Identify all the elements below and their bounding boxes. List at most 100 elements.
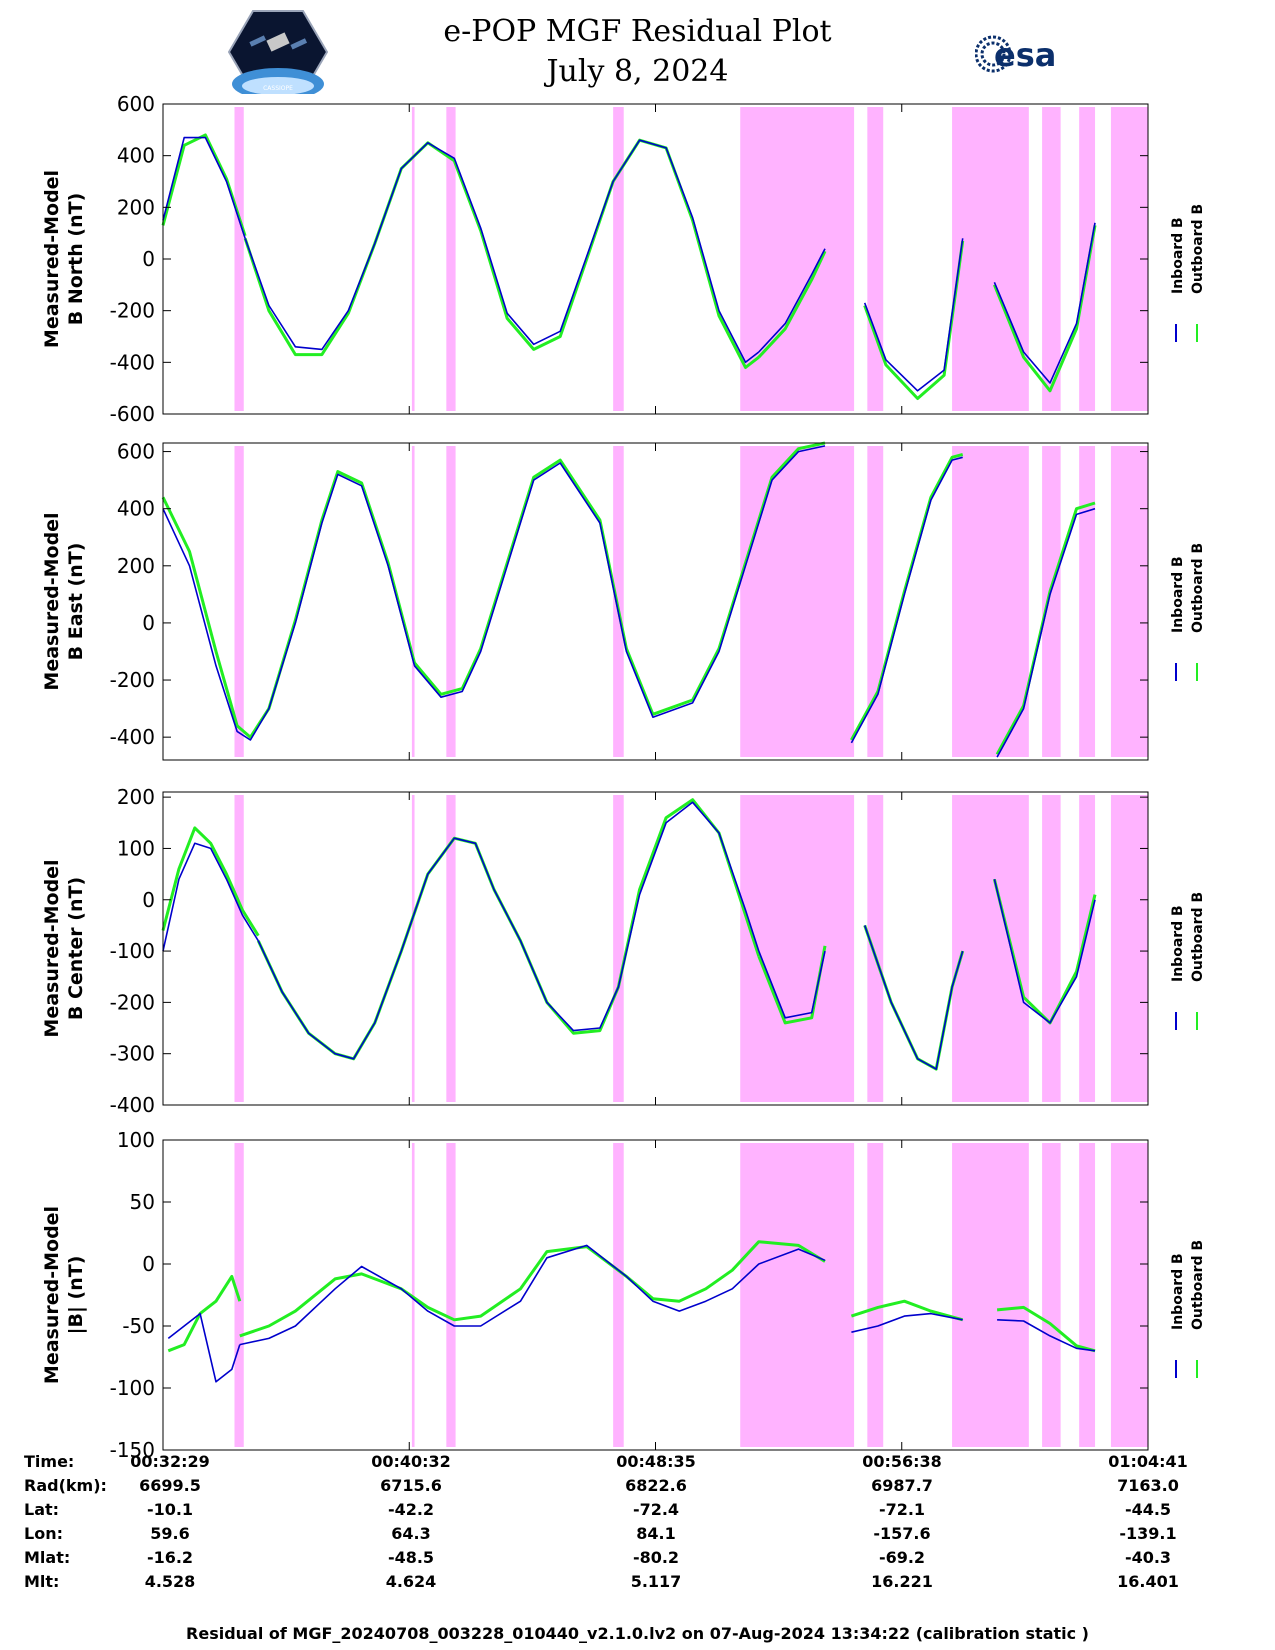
y-tick-label: 0 bbox=[142, 611, 155, 635]
y-tick-label: 600 bbox=[117, 440, 155, 464]
info-lat: -44.5 bbox=[1124, 1500, 1172, 1519]
outboard-series-line bbox=[161, 826, 260, 937]
inboard-series-line bbox=[162, 136, 246, 239]
data-gap-band bbox=[1079, 795, 1096, 1102]
info-rad: 6699.5 bbox=[139, 1476, 201, 1495]
inboard-series-line bbox=[996, 507, 1096, 758]
info-rad: 6822.6 bbox=[625, 1476, 687, 1495]
data-gap-band bbox=[867, 1143, 884, 1447]
data-gap-band bbox=[411, 1143, 415, 1447]
data-gap-band bbox=[740, 446, 855, 757]
data-gap-band bbox=[411, 107, 415, 411]
info-label-rad: Rad(km): bbox=[24, 1476, 107, 1495]
plot-date: July 8, 2024 bbox=[546, 54, 729, 89]
inboard-series-line bbox=[758, 248, 826, 353]
mission-logo-text: CASSIOPE bbox=[263, 85, 293, 92]
data-gap-band bbox=[446, 1143, 456, 1447]
inboard-series-line bbox=[993, 222, 1096, 384]
info-time: 00:32:29 bbox=[130, 1452, 210, 1471]
plot-title: e-POP MGF Residual Plot bbox=[443, 14, 832, 49]
info-mlat: -80.2 bbox=[632, 1548, 680, 1567]
y-tick-label: -100 bbox=[110, 1376, 155, 1400]
info-lon: -157.6 bbox=[873, 1524, 931, 1543]
info-lat: -72.4 bbox=[632, 1500, 680, 1519]
y-tick-label: 600 bbox=[117, 92, 155, 116]
data-gap-band bbox=[234, 107, 244, 411]
y-tick-label: 0 bbox=[142, 1252, 155, 1276]
y-axis-label: Measured-Model bbox=[41, 859, 63, 1037]
y-axis-label: Measured-Model bbox=[41, 170, 63, 348]
legend-label-outboard: Outboard B bbox=[1190, 1240, 1206, 1330]
info-label-mlt: Mlt: bbox=[24, 1572, 60, 1591]
y-tick-label: -200 bbox=[110, 668, 155, 692]
outboard-series-line bbox=[161, 441, 826, 739]
y-axis-label: B North (nT) bbox=[65, 193, 87, 326]
info-mlt: 4.528 bbox=[144, 1572, 196, 1591]
inboard-series-line bbox=[993, 879, 1096, 1024]
outboard-series-line bbox=[167, 1274, 242, 1353]
data-gap-band bbox=[1110, 795, 1148, 1102]
info-time: 00:56:38 bbox=[862, 1452, 942, 1471]
data-gap-band bbox=[1042, 1143, 1061, 1447]
footer-caption: Residual of MGF_20240708_003228_010440_v… bbox=[186, 1624, 1089, 1643]
y-tick-label: 50 bbox=[130, 1190, 155, 1214]
info-mlat: -48.5 bbox=[387, 1548, 435, 1567]
info-time: 01:04:41 bbox=[1108, 1452, 1188, 1471]
data-gap-band bbox=[1042, 795, 1061, 1102]
data-gap-band bbox=[613, 107, 624, 411]
inboard-series-line bbox=[863, 925, 964, 1070]
y-tick-label: 100 bbox=[117, 1128, 155, 1152]
info-lon: 84.1 bbox=[636, 1524, 676, 1543]
outboard-series-line bbox=[757, 250, 827, 359]
info-time: 00:40:32 bbox=[371, 1452, 451, 1471]
data-gap-band bbox=[952, 1143, 1029, 1447]
y-tick-label: -300 bbox=[110, 1042, 155, 1066]
data-gap-band bbox=[411, 795, 415, 1102]
legend-label-inboard: Inboard B bbox=[1170, 1253, 1186, 1330]
legend-label-outboard: Outboard B bbox=[1190, 204, 1206, 294]
data-gap-band bbox=[411, 446, 415, 757]
info-lon: 64.3 bbox=[391, 1524, 431, 1543]
info-label-time: Time: bbox=[24, 1452, 75, 1471]
data-gap-band bbox=[613, 795, 624, 1102]
y-tick-label: -200 bbox=[110, 990, 155, 1014]
esa-logo: esa bbox=[975, 35, 1056, 74]
data-gap-band bbox=[952, 795, 1029, 1102]
data-gap-band bbox=[1110, 1143, 1148, 1447]
y-axis-label: B Center (nT) bbox=[65, 877, 87, 1020]
y-axis-label: Measured-Model bbox=[41, 512, 63, 690]
info-mlat: -69.2 bbox=[878, 1548, 926, 1567]
inboard-series-line bbox=[162, 842, 259, 952]
data-gap-band bbox=[234, 446, 244, 757]
y-tick-label: -600 bbox=[110, 402, 155, 426]
info-lat: -72.1 bbox=[878, 1500, 926, 1519]
esa-logo-text: esa bbox=[994, 36, 1056, 74]
y-tick-label: 200 bbox=[117, 554, 155, 578]
outboard-series-line bbox=[995, 501, 1096, 756]
y-tick-label: -200 bbox=[110, 299, 155, 323]
info-mlt: 16.401 bbox=[1117, 1572, 1179, 1591]
y-tick-label: -150 bbox=[110, 1438, 155, 1462]
outboard-series-line bbox=[161, 133, 247, 237]
inboard-series-line bbox=[239, 1244, 826, 1346]
info-label-mlat: Mlat: bbox=[24, 1548, 71, 1567]
data-gap-band bbox=[446, 107, 456, 411]
data-gap-band bbox=[446, 446, 456, 757]
info-mlt: 5.117 bbox=[630, 1572, 682, 1591]
legend-label-inboard: Inboard B bbox=[1170, 217, 1186, 294]
data-gap-band bbox=[613, 1143, 624, 1447]
data-gap-band bbox=[1110, 446, 1148, 757]
data-gap-band bbox=[1079, 1143, 1096, 1447]
data-gap-band bbox=[1042, 446, 1061, 757]
info-lat: -42.2 bbox=[387, 1500, 435, 1519]
outboard-series-line bbox=[996, 1305, 1096, 1353]
y-tick-label: -400 bbox=[110, 1093, 155, 1117]
y-tick-label: 400 bbox=[117, 497, 155, 521]
info-mlt: 16.221 bbox=[871, 1572, 933, 1591]
data-gap-band bbox=[867, 795, 884, 1102]
y-tick-label: -50 bbox=[122, 1314, 155, 1338]
inboard-series-line bbox=[758, 950, 826, 1019]
data-gap-band bbox=[613, 446, 624, 757]
info-label-lat: Lat: bbox=[24, 1500, 60, 1519]
legend-label-outboard: Outboard B bbox=[1190, 892, 1206, 982]
